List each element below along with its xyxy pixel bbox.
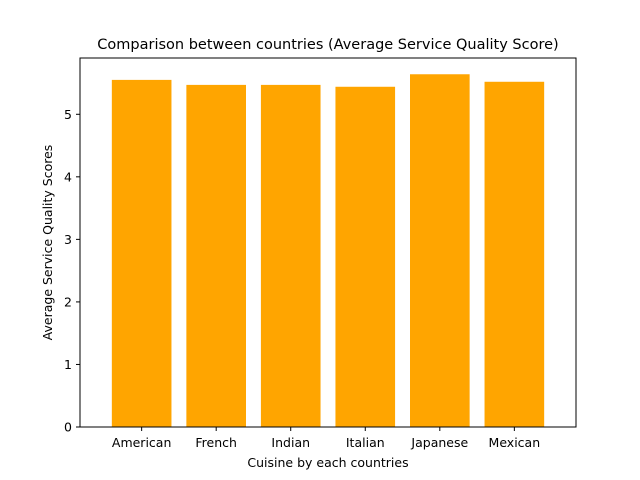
x-tick-label: Indian [271, 435, 310, 450]
y-tick-label: 5 [64, 107, 72, 122]
bar-american [111, 79, 172, 427]
y-tick-label: 2 [64, 294, 72, 309]
y-tick-label: 0 [64, 420, 72, 435]
bar-mexican [484, 81, 545, 428]
x-axis-label: Cuisine by each countries [247, 455, 408, 470]
x-tick-label: American [112, 435, 172, 450]
plot-frame [79, 57, 577, 428]
x-tick-label: French [195, 435, 237, 450]
bar-french [186, 84, 246, 427]
y-tick-label: 1 [64, 357, 72, 372]
x-tick-label: Mexican [489, 435, 541, 450]
bar-italian [335, 86, 396, 428]
x-tick-label: Italian [346, 435, 385, 450]
bar-japanese [410, 74, 470, 427]
y-axis-label: Average Service Quality Scores [40, 145, 55, 341]
bars-group [111, 74, 545, 428]
x-tick-label: Japanese [410, 435, 468, 450]
y-axis-ticks: 0 1 2 3 4 5 [64, 107, 80, 435]
chart-title: Comparison between countries (Average Se… [97, 37, 558, 53]
y-tick-label: 3 [64, 232, 72, 247]
y-tick-label: 4 [64, 169, 72, 184]
x-axis-ticks: American French Indian Italian Japanese Mexic… [112, 427, 540, 450]
bar-indian [260, 84, 321, 427]
